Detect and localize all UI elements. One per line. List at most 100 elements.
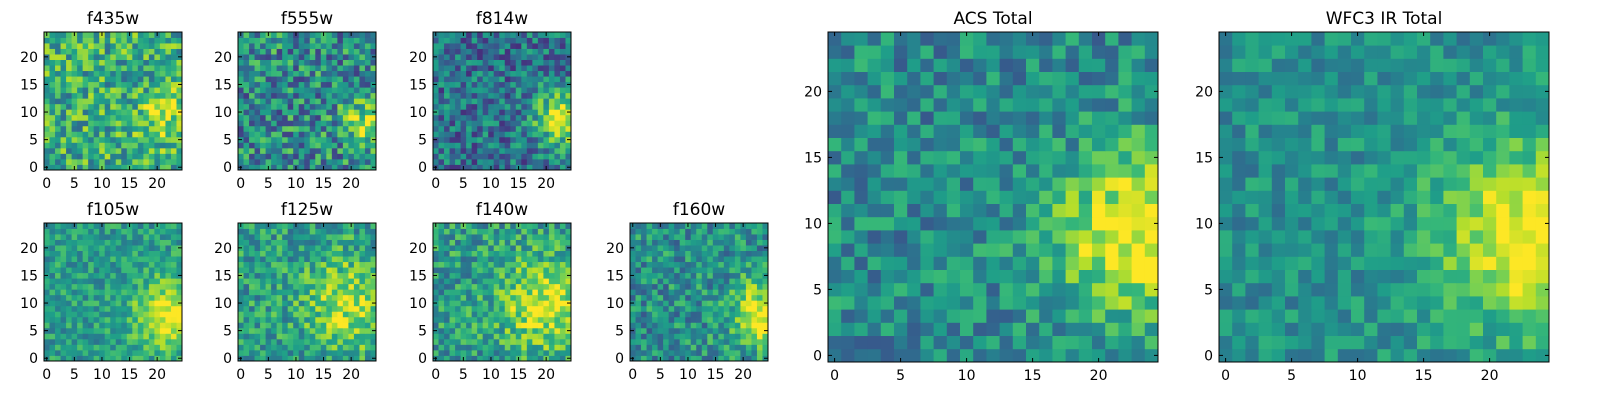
heatmap-cell: [137, 283, 144, 290]
heatmap-cell: [548, 239, 555, 246]
heatmap-cell: [482, 234, 489, 240]
heatmap-cell: [504, 131, 511, 138]
heatmap-cell: [493, 43, 500, 49]
heatmap-cell: [271, 344, 278, 351]
heatmap-cell: [143, 300, 150, 307]
heatmap-cell: [707, 228, 714, 235]
heatmap-cell: [348, 327, 355, 334]
heatmap-cell: [110, 48, 117, 55]
heatmap-cell: [265, 65, 272, 72]
heatmap-cell: [504, 267, 511, 274]
heatmap-cell: [304, 32, 311, 38]
heatmap-cell: [1131, 164, 1146, 178]
heatmap-cell: [756, 223, 763, 229]
heatmap-cell: [701, 278, 708, 285]
heatmap-cell: [532, 142, 539, 149]
heatmap-cell: [685, 338, 692, 345]
heatmap-cell: [82, 125, 89, 132]
heatmap-cell: [77, 136, 84, 143]
heatmap-cell: [165, 32, 172, 38]
heatmap-cell: [254, 327, 261, 334]
heatmap-cell: [287, 355, 294, 362]
heatmap-cell: [999, 230, 1014, 244]
heatmap-cell: [444, 65, 450, 72]
heatmap-cell: [282, 245, 289, 251]
heatmap-cell: [44, 92, 50, 99]
heatmap-cell: [60, 114, 67, 121]
heatmap-cell: [315, 153, 322, 160]
heatmap-cell: [154, 114, 161, 121]
heatmap-cell: [132, 322, 139, 329]
heatmap-cell: [1012, 177, 1027, 191]
heatmap-cell: [353, 76, 360, 83]
heatmap-cell: [287, 267, 294, 274]
y-tick-label: 0: [29, 160, 38, 176]
heatmap-cell: [537, 48, 544, 55]
heatmap-cell: [515, 59, 522, 66]
heatmap-cell: [326, 114, 333, 121]
heatmap-cell: [304, 153, 311, 160]
heatmap-cell: [304, 54, 311, 60]
heatmap-cell: [1039, 177, 1053, 191]
heatmap-cell: [287, 294, 294, 301]
heatmap-cell: [685, 245, 692, 251]
heatmap-cell: [1118, 335, 1132, 350]
heatmap-cell: [44, 338, 50, 345]
heatmap-cell: [521, 278, 528, 285]
heatmap-cell: [756, 311, 763, 318]
heatmap-cell: [115, 48, 122, 55]
heatmap-cell: [353, 300, 360, 307]
heatmap-cell: [630, 228, 636, 235]
heatmap-cell: [260, 125, 266, 132]
heatmap-cell: [515, 333, 522, 340]
heatmap-cell: [353, 125, 360, 132]
heatmap-cell: [104, 114, 111, 121]
heatmap-cell: [249, 98, 255, 105]
heatmap-cell: [121, 103, 128, 110]
heatmap-cell: [690, 289, 697, 296]
heatmap-cell: [444, 250, 450, 257]
heatmap-cell: [438, 311, 445, 318]
heatmap-cell: [254, 283, 261, 290]
heatmap-cell: [729, 239, 736, 246]
heatmap-cell: [466, 158, 473, 165]
heatmap-cell: [740, 316, 747, 323]
heatmap-cell: [348, 278, 355, 285]
heatmap-cell: [342, 131, 349, 138]
heatmap-cell: [548, 92, 555, 99]
heatmap-cell: [521, 294, 528, 301]
heatmap-cell: [526, 153, 533, 160]
heatmap-cell: [249, 355, 255, 362]
heatmap-cell: [320, 43, 327, 49]
heatmap-cell: [690, 311, 697, 318]
heatmap-cell: [477, 76, 484, 83]
heatmap-cell: [126, 65, 133, 72]
heatmap-cell: [438, 278, 445, 285]
heatmap-cell: [287, 333, 294, 340]
heatmap-cell: [652, 333, 658, 340]
heatmap-cell: [159, 250, 166, 257]
heatmap-cell: [243, 109, 250, 116]
heatmap-cell: [342, 32, 349, 38]
heatmap-cell: [460, 256, 467, 263]
heatmap-cell: [99, 300, 106, 307]
heatmap-cell: [723, 289, 730, 296]
heatmap-cell: [740, 228, 747, 235]
heatmap-cell: [304, 283, 311, 290]
heatmap-cell: [359, 344, 366, 351]
heatmap-cell: [488, 278, 495, 285]
heatmap-cell: [657, 283, 664, 290]
heatmap-cell: [271, 245, 278, 251]
heatmap-cell: [276, 109, 283, 116]
heatmap-cell: [49, 239, 56, 246]
heatmap-cell: [504, 98, 511, 105]
heatmap-cell: [104, 131, 111, 138]
heatmap-cell: [298, 272, 305, 279]
heatmap-cell: [526, 267, 533, 274]
heatmap-cell: [986, 335, 1000, 350]
heatmap-cell: [663, 355, 670, 362]
heatmap-cell: [353, 153, 360, 160]
heatmap-cell: [265, 125, 272, 132]
heatmap-cell: [121, 98, 128, 105]
heatmap-cell: [1144, 269, 1159, 284]
